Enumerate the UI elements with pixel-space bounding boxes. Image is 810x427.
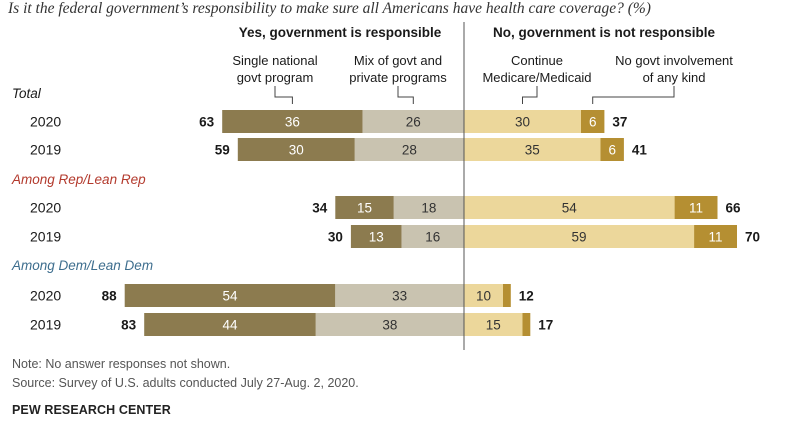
total-no: 41	[632, 143, 648, 158]
bar-none	[522, 313, 531, 336]
year-label: 2020	[30, 114, 61, 130]
group-label-rep: Among Rep/Lean Rep	[11, 172, 146, 187]
bar-value-none: 6	[608, 143, 616, 158]
bar-value-none: 11	[689, 201, 703, 216]
bar-value-mix: 38	[382, 318, 397, 333]
bar-value-continue: 15	[486, 318, 501, 333]
bar-value-single: 15	[357, 201, 372, 216]
total-yes: 59	[215, 143, 230, 158]
bar-value-mix: 16	[425, 230, 440, 245]
legend-label-mix: Mix of govt and	[354, 53, 442, 68]
year-label: 2020	[30, 288, 61, 304]
bar-value-continue: 10	[476, 289, 491, 304]
bar-none	[600, 138, 624, 161]
bar-mix	[393, 196, 464, 219]
year-label: 2019	[30, 142, 61, 158]
legend-label-mix: private programs	[349, 70, 447, 85]
bar-none	[694, 225, 737, 248]
legend-label-single: Single national	[232, 53, 317, 68]
diverging-bar-chart: Yes, government is responsible No, govern…	[11, 22, 760, 350]
bar-value-single: 54	[222, 289, 238, 304]
bar-value-continue: 59	[572, 230, 587, 245]
bar-value-mix: 18	[421, 201, 436, 216]
bar-value-none: 6	[589, 115, 597, 130]
bar-value-single: 36	[285, 115, 300, 130]
bar-value-continue: 30	[515, 115, 530, 130]
bar-continue	[464, 110, 581, 133]
legend-leader-single	[274, 86, 293, 104]
bar-single	[144, 313, 316, 336]
legend-label-continue: Continue	[511, 53, 563, 68]
bar-continue	[464, 225, 695, 248]
legend-leader-continue	[522, 86, 538, 104]
bar-continue	[464, 196, 675, 219]
total-no: 17	[538, 318, 553, 333]
bar-continue	[464, 284, 503, 307]
bar-single	[222, 110, 363, 133]
bar-mix	[401, 225, 464, 248]
chart-note: Note: No answer responses not shown.	[12, 357, 231, 371]
bar-mix	[315, 313, 464, 336]
bar-value-single: 13	[369, 230, 384, 245]
bar-none	[581, 110, 605, 133]
bar-value-none: 11	[709, 230, 723, 245]
year-label: 2020	[30, 200, 61, 216]
bar-single	[335, 196, 394, 219]
bar-mix	[335, 284, 464, 307]
bar-single	[124, 284, 336, 307]
bar-value-mix: 28	[402, 143, 417, 158]
bar-value-single: 44	[222, 318, 238, 333]
bar-mix	[362, 110, 464, 133]
bar-value-continue: 35	[525, 143, 540, 158]
legend-label-continue: Medicare/Medicaid	[482, 70, 591, 85]
group-label-total: Total	[12, 86, 42, 101]
year-label: 2019	[30, 229, 61, 245]
total-yes: 63	[199, 115, 215, 130]
bar-value-mix: 33	[392, 289, 407, 304]
total-yes: 34	[312, 201, 328, 216]
bar-none	[503, 284, 511, 307]
total-no: 66	[726, 201, 742, 216]
bar-continue	[464, 313, 523, 336]
bar-value-single: 30	[289, 143, 304, 158]
legend-leader-mix	[397, 86, 414, 104]
total-yes: 30	[328, 230, 343, 245]
question-title: Is it the federal government’s responsib…	[8, 0, 651, 17]
legend-label-single: govt program	[237, 70, 314, 85]
bar-single	[237, 138, 355, 161]
legend-leader-none	[592, 86, 675, 104]
total-no: 12	[519, 289, 534, 304]
bar-mix	[354, 138, 464, 161]
bar-value-continue: 54	[562, 201, 578, 216]
total-no: 37	[612, 115, 627, 130]
group-label-dem: Among Dem/Lean Dem	[11, 258, 153, 273]
year-label: 2019	[30, 317, 61, 333]
bar-continue	[464, 138, 601, 161]
bar-none	[674, 196, 718, 219]
total-yes: 88	[102, 289, 118, 304]
legend-label-none: of any kind	[643, 70, 706, 85]
total-yes: 83	[121, 318, 137, 333]
chart-source: Source: Survey of U.S. adults conducted …	[12, 376, 359, 390]
bar-single	[350, 225, 402, 248]
total-no: 70	[745, 230, 760, 245]
header-yes: Yes, government is responsible	[239, 25, 442, 40]
bar-value-mix: 26	[406, 115, 421, 130]
header-no: No, government is not responsible	[493, 25, 716, 40]
pew-logo: PEW RESEARCH CENTER	[12, 403, 171, 417]
legend-label-none: No govt involvement	[615, 53, 733, 68]
